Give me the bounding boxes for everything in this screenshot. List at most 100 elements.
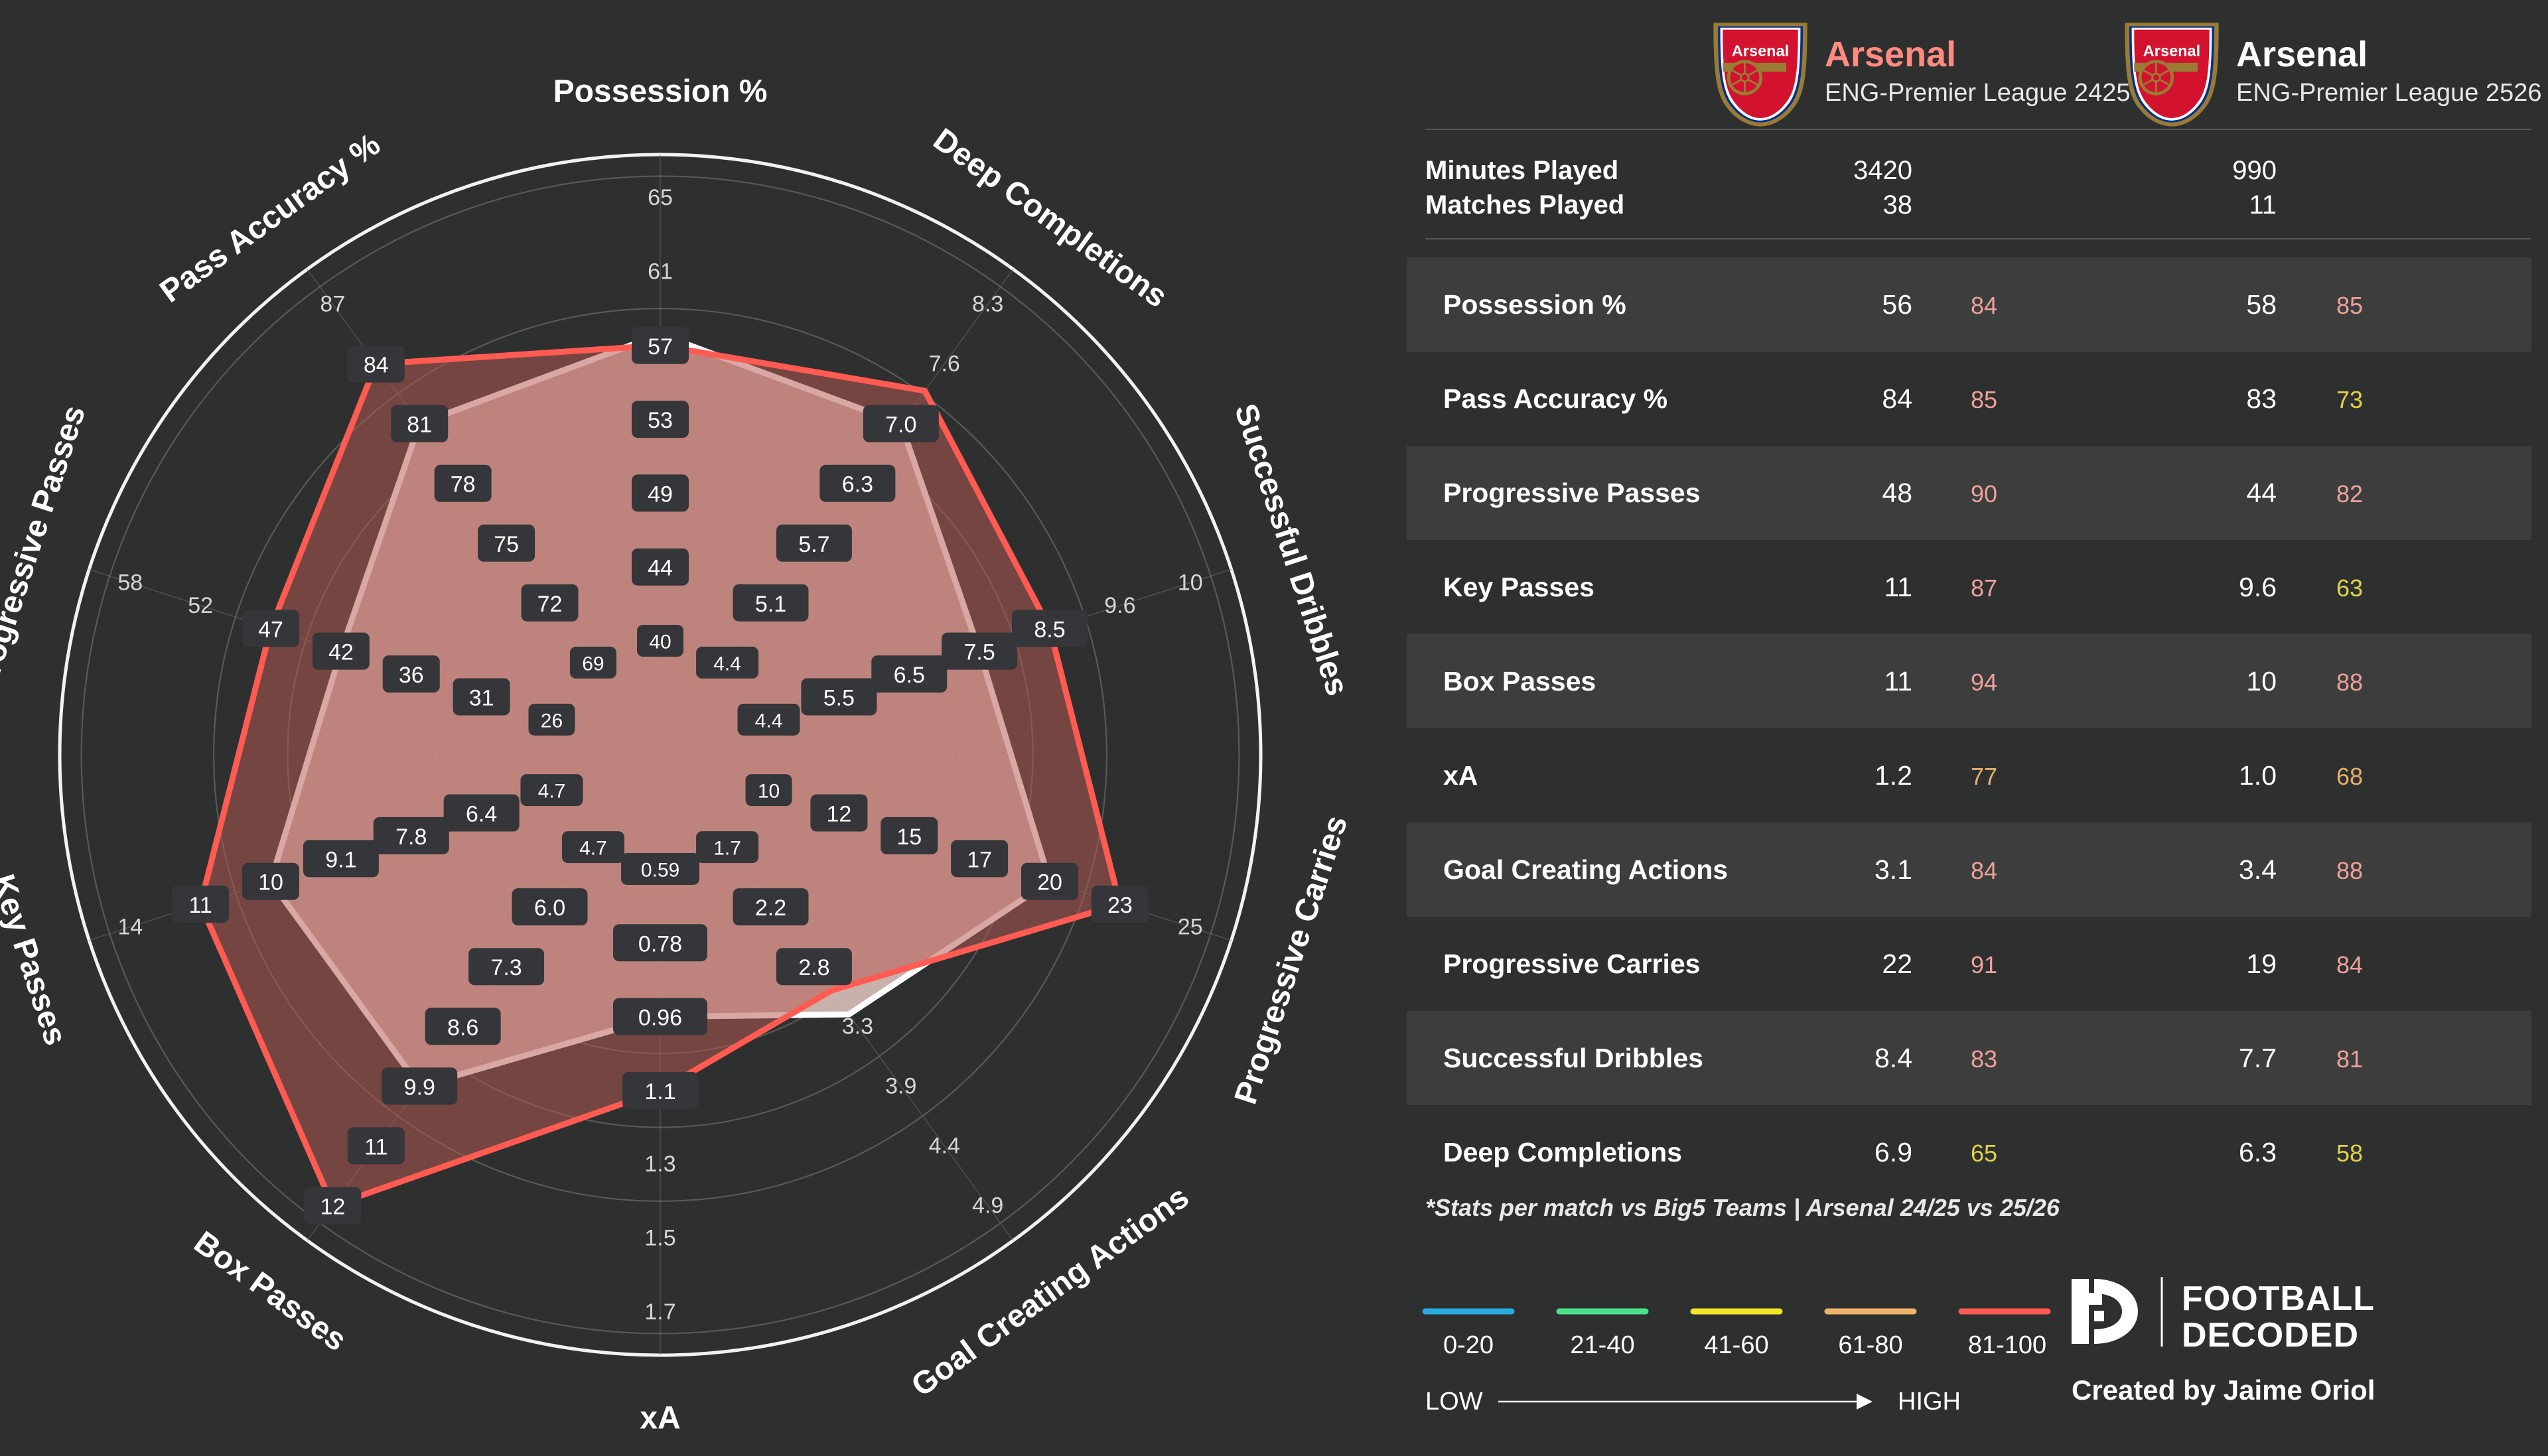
- svg-text:31: 31: [469, 685, 494, 710]
- svg-text:8.3: 8.3: [972, 292, 1003, 317]
- svg-text:4.7: 4.7: [579, 838, 607, 860]
- svg-text:*Stats per match vs Big5 Teams: *Stats per match vs Big5 Teams | Arsenal…: [1425, 1194, 2060, 1221]
- svg-text:7.7: 7.7: [2239, 1043, 2277, 1073]
- svg-text:1.2: 1.2: [1875, 760, 1912, 791]
- svg-text:83: 83: [2246, 383, 2277, 414]
- svg-text:6.4: 6.4: [466, 802, 497, 827]
- svg-text:10: 10: [1178, 570, 1203, 595]
- svg-text:40: 40: [649, 631, 671, 653]
- svg-text:8.5: 8.5: [1034, 617, 1065, 642]
- svg-text:ENG-Premier League 2526: ENG-Premier League 2526: [2236, 79, 2541, 107]
- svg-text:58: 58: [117, 570, 143, 595]
- svg-text:xA: xA: [1443, 760, 1478, 791]
- svg-text:6.3: 6.3: [2239, 1137, 2277, 1167]
- svg-text:87: 87: [1971, 574, 1997, 602]
- svg-text:4.4: 4.4: [929, 1133, 960, 1158]
- svg-text:1.0: 1.0: [2239, 760, 2277, 791]
- svg-text:Possession %: Possession %: [553, 74, 768, 109]
- svg-text:1.7: 1.7: [713, 838, 741, 860]
- svg-text:3.9: 3.9: [885, 1073, 916, 1098]
- svg-text:Created by Jaime Oriol: Created by Jaime Oriol: [2072, 1374, 2375, 1406]
- svg-text:61-80: 61-80: [1838, 1331, 1902, 1359]
- svg-text:7.8: 7.8: [395, 825, 427, 850]
- svg-text:58: 58: [2246, 289, 2277, 320]
- svg-text:3.3: 3.3: [842, 1014, 873, 1039]
- svg-text:1.7: 1.7: [644, 1299, 675, 1325]
- svg-text:10: 10: [2246, 666, 2277, 696]
- svg-text:88: 88: [2336, 669, 2363, 696]
- svg-text:85: 85: [1971, 386, 1997, 413]
- svg-text:88: 88: [2336, 857, 2363, 884]
- svg-text:10: 10: [758, 781, 780, 803]
- svg-text:63: 63: [2336, 574, 2363, 602]
- svg-text:72: 72: [537, 592, 563, 617]
- svg-text:Minutes Played: Minutes Played: [1425, 156, 1618, 185]
- svg-text:0-20: 0-20: [1443, 1331, 1494, 1359]
- svg-text:81: 81: [2336, 1045, 2363, 1073]
- svg-text:47: 47: [258, 617, 283, 642]
- svg-text:7.5: 7.5: [963, 640, 995, 665]
- svg-text:81-100: 81-100: [1968, 1331, 2046, 1359]
- svg-text:19: 19: [2246, 949, 2277, 979]
- svg-text:9.6: 9.6: [1104, 593, 1135, 618]
- svg-text:3.1: 3.1: [1875, 854, 1912, 885]
- svg-text:53: 53: [648, 408, 673, 433]
- svg-text:11: 11: [1884, 572, 1912, 602]
- svg-text:0.96: 0.96: [638, 1006, 682, 1031]
- svg-text:52: 52: [188, 593, 213, 618]
- svg-text:6.3: 6.3: [842, 472, 873, 497]
- svg-text:26: 26: [541, 710, 563, 732]
- svg-text:7.0: 7.0: [885, 413, 916, 438]
- svg-text:15: 15: [896, 825, 922, 850]
- svg-text:0.59: 0.59: [641, 859, 679, 881]
- svg-text:84: 84: [1971, 857, 1997, 884]
- svg-text:6.0: 6.0: [534, 895, 565, 921]
- svg-text:22: 22: [1882, 949, 1912, 979]
- svg-text:84: 84: [1882, 383, 1912, 414]
- svg-text:Arsenal: Arsenal: [2236, 34, 2368, 74]
- svg-text:LOW: LOW: [1425, 1388, 1483, 1416]
- svg-text:20: 20: [1037, 870, 1062, 895]
- svg-text:FOOTBALL: FOOTBALL: [2182, 1280, 2375, 1318]
- svg-text:Goal Creating Actions: Goal Creating Actions: [1443, 854, 1728, 885]
- svg-text:75: 75: [494, 532, 519, 557]
- svg-text:xA: xA: [640, 1401, 680, 1436]
- svg-text:11: 11: [364, 1134, 388, 1159]
- svg-text:38: 38: [1883, 190, 1913, 220]
- svg-text:12: 12: [320, 1194, 345, 1219]
- svg-text:12: 12: [826, 802, 851, 827]
- svg-text:41-60: 41-60: [1704, 1331, 1768, 1359]
- svg-text:Matches Played: Matches Played: [1425, 190, 1624, 220]
- svg-text:Progressive Passes: Progressive Passes: [1443, 478, 1701, 508]
- svg-text:Deep Completions: Deep Completions: [1443, 1137, 1682, 1167]
- svg-text:65: 65: [1971, 1140, 1997, 1167]
- svg-text:84: 84: [2336, 951, 2363, 978]
- svg-text:11: 11: [1884, 666, 1912, 696]
- svg-text:1.5: 1.5: [644, 1226, 675, 1251]
- svg-text:11: 11: [2249, 190, 2277, 220]
- svg-text:4.4: 4.4: [755, 710, 783, 732]
- svg-text:8.6: 8.6: [447, 1015, 478, 1040]
- svg-text:6.5: 6.5: [894, 663, 925, 688]
- svg-text:ENG-Premier League 2425: ENG-Premier League 2425: [1825, 79, 2130, 107]
- svg-text:85: 85: [2336, 292, 2363, 319]
- svg-text:Successful Dribbles: Successful Dribbles: [1443, 1043, 1703, 1073]
- svg-text:DECODED: DECODED: [2182, 1316, 2359, 1355]
- svg-text:84: 84: [1971, 292, 1997, 319]
- svg-text:Key Passes: Key Passes: [1443, 572, 1594, 602]
- svg-text:91: 91: [1971, 951, 1997, 978]
- svg-text:3420: 3420: [1853, 156, 1912, 185]
- svg-text:58: 58: [2336, 1140, 2363, 1167]
- svg-text:0.78: 0.78: [638, 931, 682, 957]
- svg-text:25: 25: [1178, 915, 1203, 940]
- svg-text:10: 10: [258, 870, 283, 895]
- svg-text:2.2: 2.2: [755, 895, 786, 921]
- svg-text:9.1: 9.1: [325, 847, 356, 872]
- svg-text:4.7: 4.7: [538, 781, 566, 803]
- svg-text:2.8: 2.8: [798, 955, 829, 980]
- svg-text:68: 68: [2336, 763, 2363, 790]
- svg-text:5.1: 5.1: [755, 592, 786, 617]
- svg-text:73: 73: [2336, 386, 2363, 413]
- svg-text:48: 48: [1882, 478, 1912, 508]
- svg-text:21-40: 21-40: [1570, 1331, 1634, 1359]
